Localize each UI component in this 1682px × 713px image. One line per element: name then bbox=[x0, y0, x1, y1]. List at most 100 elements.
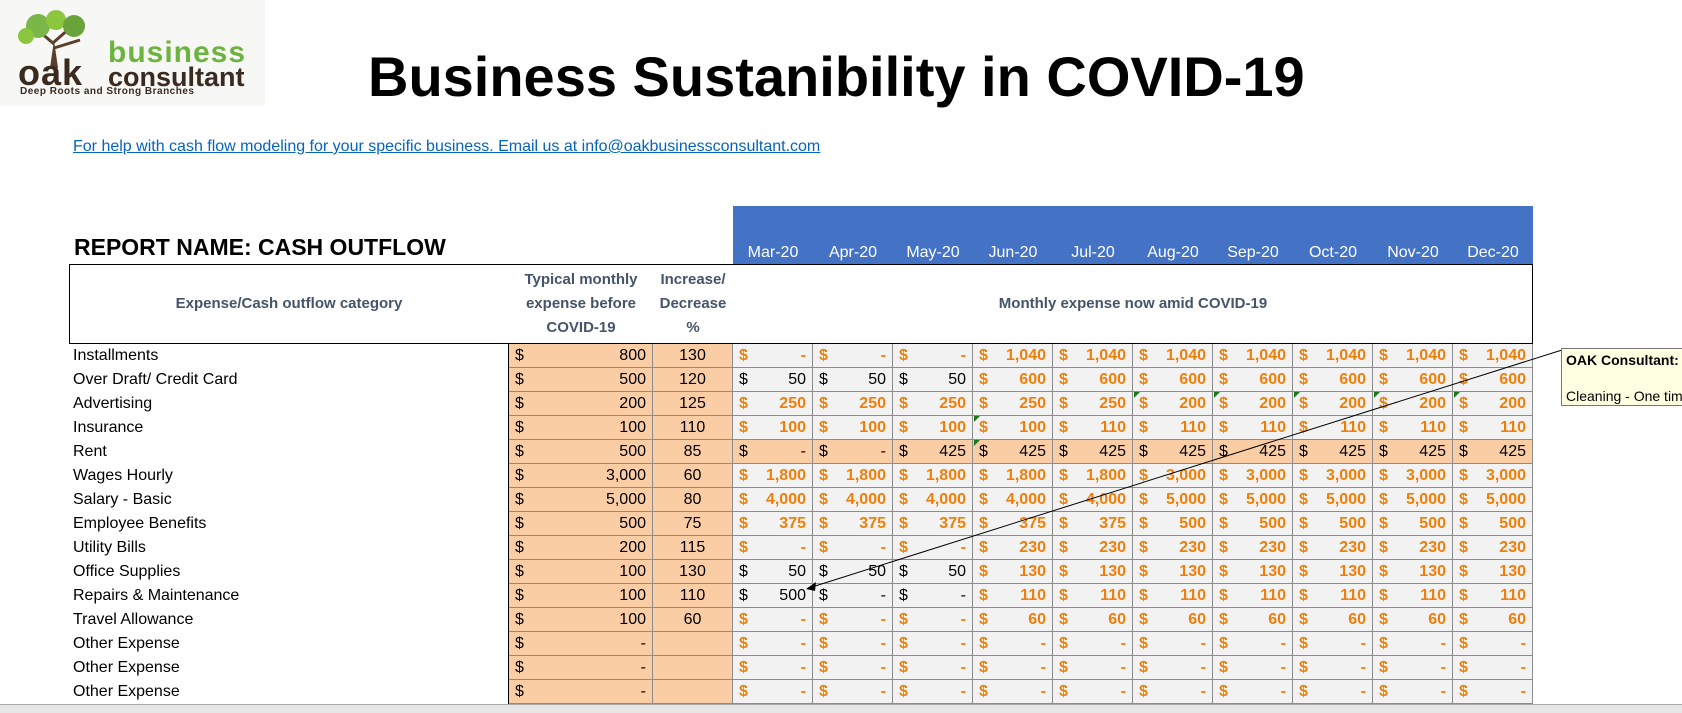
month-value-cell[interactable]: $ 1,800 bbox=[733, 464, 813, 488]
month-value-cell[interactable]: $ 425 bbox=[1213, 440, 1293, 464]
typical-expense-cell[interactable]: $ 3,000 bbox=[509, 464, 653, 488]
month-value-cell[interactable]: $ 425 bbox=[893, 440, 973, 464]
month-value-cell[interactable]: $ 110 bbox=[1373, 416, 1453, 440]
month-value-cell[interactable]: $ 100 bbox=[893, 416, 973, 440]
month-value-cell[interactable]: $ 1,040 bbox=[1133, 344, 1213, 368]
month-value-cell[interactable]: $ 230 bbox=[1293, 536, 1373, 560]
category-cell[interactable]: Utility Bills bbox=[69, 536, 509, 560]
month-value-cell[interactable]: $ - bbox=[813, 632, 893, 656]
typical-expense-cell[interactable]: $ 100 bbox=[509, 560, 653, 584]
month-value-cell[interactable]: $ 110 bbox=[1293, 584, 1373, 608]
month-value-cell[interactable]: $ 500 bbox=[1213, 512, 1293, 536]
month-value-cell[interactable]: $ 500 bbox=[1293, 512, 1373, 536]
month-value-cell[interactable]: $ 500 bbox=[1373, 512, 1453, 536]
month-value-cell[interactable]: $ 375 bbox=[1053, 512, 1133, 536]
help-email-link[interactable]: For help with cash flow modeling for you… bbox=[73, 138, 821, 155]
month-value-cell[interactable]: $ 60 bbox=[1053, 608, 1133, 632]
month-value-cell[interactable]: $ 500 bbox=[733, 584, 813, 608]
cell-comment-box[interactable]: OAK Consultant: Cleaning - One tim bbox=[1561, 348, 1682, 406]
month-value-cell[interactable]: $ 1,040 bbox=[1453, 344, 1533, 368]
month-value-cell[interactable]: $ 600 bbox=[1213, 368, 1293, 392]
typical-expense-cell[interactable]: $ - bbox=[509, 656, 653, 680]
month-value-cell[interactable]: $ 50 bbox=[893, 368, 973, 392]
month-value-cell[interactable]: $ 50 bbox=[813, 560, 893, 584]
percent-cell[interactable]: 75 bbox=[653, 512, 733, 536]
typical-expense-cell[interactable]: $ 500 bbox=[509, 368, 653, 392]
percent-cell[interactable]: 60 bbox=[653, 464, 733, 488]
month-value-cell[interactable]: $ 425 bbox=[1373, 440, 1453, 464]
percent-cell[interactable]: 125 bbox=[653, 392, 733, 416]
typical-expense-cell[interactable]: $ 500 bbox=[509, 512, 653, 536]
month-value-cell[interactable]: $ - bbox=[1213, 632, 1293, 656]
typical-expense-cell[interactable]: $ 100 bbox=[509, 416, 653, 440]
typical-expense-cell[interactable]: $ 200 bbox=[509, 536, 653, 560]
month-value-cell[interactable]: $ - bbox=[1293, 680, 1373, 704]
percent-cell[interactable] bbox=[653, 632, 733, 656]
month-value-cell[interactable]: $ - bbox=[1373, 632, 1453, 656]
month-value-cell[interactable]: $ 600 bbox=[1053, 368, 1133, 392]
month-value-cell[interactable]: $ - bbox=[1133, 680, 1213, 704]
percent-cell[interactable] bbox=[653, 680, 733, 704]
month-value-cell[interactable]: $ 3,000 bbox=[1453, 464, 1533, 488]
month-value-cell[interactable]: $ 110 bbox=[1213, 584, 1293, 608]
month-value-cell[interactable]: $ 230 bbox=[1213, 536, 1293, 560]
month-value-cell[interactable]: $ - bbox=[1213, 680, 1293, 704]
month-value-cell[interactable]: $ 130 bbox=[1053, 560, 1133, 584]
month-value-cell[interactable]: $ 60 bbox=[1453, 608, 1533, 632]
month-value-cell[interactable]: $ - bbox=[733, 440, 813, 464]
category-cell[interactable]: Wages Hourly bbox=[69, 464, 509, 488]
month-value-cell[interactable]: $ 500 bbox=[1133, 512, 1213, 536]
month-value-cell[interactable]: $ - bbox=[1293, 656, 1373, 680]
month-value-cell[interactable]: $ - bbox=[813, 440, 893, 464]
category-cell[interactable]: Other Expense bbox=[69, 632, 509, 656]
month-value-cell[interactable]: $ 200 bbox=[1373, 392, 1453, 416]
month-value-cell[interactable]: $ 375 bbox=[733, 512, 813, 536]
month-value-cell[interactable]: $ 230 bbox=[1053, 536, 1133, 560]
month-value-cell[interactable]: $ 5,000 bbox=[1453, 488, 1533, 512]
month-value-cell[interactable]: $ 4,000 bbox=[973, 488, 1053, 512]
month-value-cell[interactable]: $ 60 bbox=[973, 608, 1053, 632]
month-value-cell[interactable]: $ - bbox=[733, 344, 813, 368]
month-value-cell[interactable]: $ 425 bbox=[1453, 440, 1533, 464]
month-value-cell[interactable]: $ 100 bbox=[973, 416, 1053, 440]
category-cell[interactable]: Advertising bbox=[69, 392, 509, 416]
typical-expense-cell[interactable]: $ 800 bbox=[509, 344, 653, 368]
month-value-cell[interactable]: $ - bbox=[1293, 632, 1373, 656]
category-cell[interactable]: Rent bbox=[69, 440, 509, 464]
typical-expense-cell[interactable]: $ - bbox=[509, 632, 653, 656]
month-value-cell[interactable]: $ 200 bbox=[1213, 392, 1293, 416]
month-value-cell[interactable]: $ - bbox=[733, 536, 813, 560]
month-value-cell[interactable]: $ - bbox=[1213, 656, 1293, 680]
month-value-cell[interactable]: $ 425 bbox=[973, 440, 1053, 464]
month-value-cell[interactable]: $ - bbox=[813, 584, 893, 608]
month-value-cell[interactable]: $ - bbox=[893, 584, 973, 608]
month-value-cell[interactable]: $ 130 bbox=[1213, 560, 1293, 584]
month-value-cell[interactable]: $ 110 bbox=[1213, 416, 1293, 440]
month-value-cell[interactable]: $ 600 bbox=[1293, 368, 1373, 392]
category-cell[interactable]: Office Supplies bbox=[69, 560, 509, 584]
month-value-cell[interactable]: $ - bbox=[893, 656, 973, 680]
month-value-cell[interactable]: $ - bbox=[733, 608, 813, 632]
month-value-cell[interactable]: $ 50 bbox=[893, 560, 973, 584]
month-value-cell[interactable]: $ 5,000 bbox=[1133, 488, 1213, 512]
month-value-cell[interactable]: $ - bbox=[1453, 680, 1533, 704]
month-value-cell[interactable]: $ 130 bbox=[1293, 560, 1373, 584]
month-value-cell[interactable]: $ 425 bbox=[1133, 440, 1213, 464]
month-value-cell[interactable]: $ - bbox=[973, 680, 1053, 704]
month-value-cell[interactable]: $ - bbox=[973, 656, 1053, 680]
month-value-cell[interactable]: $ 600 bbox=[1133, 368, 1213, 392]
typical-expense-cell[interactable]: $ - bbox=[509, 680, 653, 704]
month-value-cell[interactable]: $ 110 bbox=[1053, 584, 1133, 608]
month-value-cell[interactable]: $ 130 bbox=[973, 560, 1053, 584]
month-value-cell[interactable]: $ - bbox=[893, 632, 973, 656]
category-cell[interactable]: Other Expense bbox=[69, 656, 509, 680]
typical-expense-cell[interactable]: $ 100 bbox=[509, 584, 653, 608]
month-value-cell[interactable]: $ 1,040 bbox=[973, 344, 1053, 368]
month-value-cell[interactable]: $ 250 bbox=[1053, 392, 1133, 416]
month-value-cell[interactable]: $ - bbox=[1133, 632, 1213, 656]
category-cell[interactable]: Employee Benefits bbox=[69, 512, 509, 536]
month-value-cell[interactable]: $ 250 bbox=[893, 392, 973, 416]
typical-expense-cell[interactable]: $ 100 bbox=[509, 608, 653, 632]
percent-cell[interactable]: 80 bbox=[653, 488, 733, 512]
month-value-cell[interactable]: $ 60 bbox=[1133, 608, 1213, 632]
